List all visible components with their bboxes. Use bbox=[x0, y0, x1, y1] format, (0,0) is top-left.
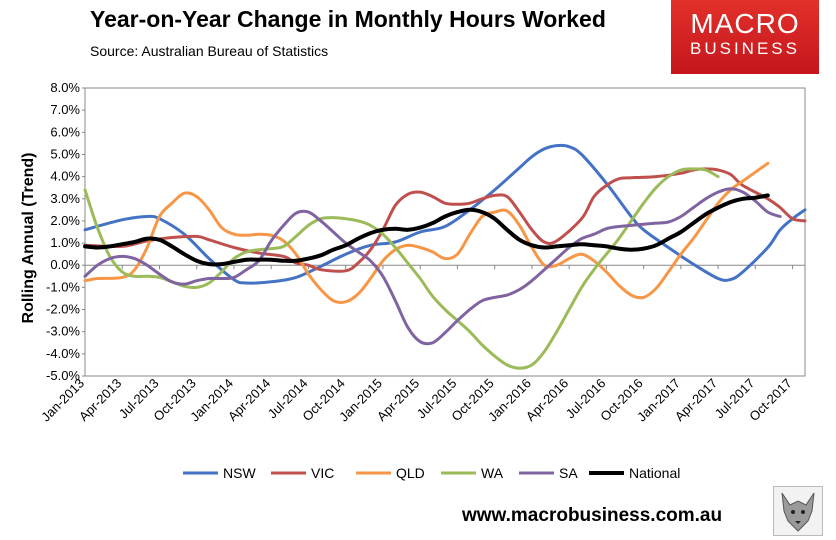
legend-label-sa: SA bbox=[559, 465, 578, 481]
legend-label-national: National bbox=[629, 465, 680, 481]
chart-source: Source: Australian Bureau of Statistics bbox=[90, 43, 329, 59]
y-tick-label: 4.0% bbox=[50, 169, 80, 184]
plot-border bbox=[84, 87, 806, 377]
y-tick-label: 1.0% bbox=[50, 235, 80, 250]
y-axis-ticks: 8.0% 7.0% 6.0% 5.0% 4.0% 3.0% 2.0% 1.0% 0.0% -1.0… bbox=[46, 80, 85, 383]
macrobusiness-logo[interactable]: MACRO BUSINESS bbox=[671, 0, 819, 74]
y-tick-label: -1.0% bbox=[46, 279, 80, 294]
legend-label-vic: VIC bbox=[311, 465, 334, 481]
legend-label-qld: QLD bbox=[396, 465, 425, 481]
chart-title: Year-on-Year Change in Monthly Hours Wor… bbox=[90, 6, 606, 32]
y-tick-label: -2.0% bbox=[46, 302, 80, 317]
wolf-logo-icon bbox=[773, 486, 823, 536]
series-line-national bbox=[83, 193, 770, 267]
series-line-nsw bbox=[83, 143, 807, 285]
x-axis-ticks: Jan-2013Apr-2013Jul-2013Oct-2013Jan-2014… bbox=[38, 265, 795, 424]
y-tick-label: 3.0% bbox=[50, 191, 80, 206]
y-tick-label: -5.0% bbox=[46, 368, 80, 383]
y-tick-label: 8.0% bbox=[50, 80, 80, 95]
website-url[interactable]: www.macrobusiness.com.au bbox=[462, 505, 723, 526]
logo-line1: MACRO bbox=[690, 8, 800, 39]
series-line-qld bbox=[83, 161, 770, 304]
y-tick-label: 7.0% bbox=[50, 102, 80, 117]
y-tick-label: 6.0% bbox=[50, 124, 80, 139]
logo-line2: BUSINESS bbox=[690, 39, 800, 58]
y-axis-title: Rolling Annual (Trend) bbox=[20, 153, 37, 324]
series-line-sa bbox=[83, 187, 782, 346]
y-tick-label: -4.0% bbox=[46, 346, 80, 361]
legend-label-wa: WA bbox=[481, 465, 504, 481]
legend: NSW VIC QLD WA SA National bbox=[183, 465, 680, 481]
y-tick-label: 0.0% bbox=[50, 257, 80, 272]
y-tick-label: 5.0% bbox=[50, 146, 80, 161]
y-tick-label: -3.0% bbox=[46, 324, 80, 339]
series-group bbox=[83, 143, 807, 370]
legend-label-nsw: NSW bbox=[223, 465, 256, 481]
y-tick-label: 2.0% bbox=[50, 213, 80, 228]
